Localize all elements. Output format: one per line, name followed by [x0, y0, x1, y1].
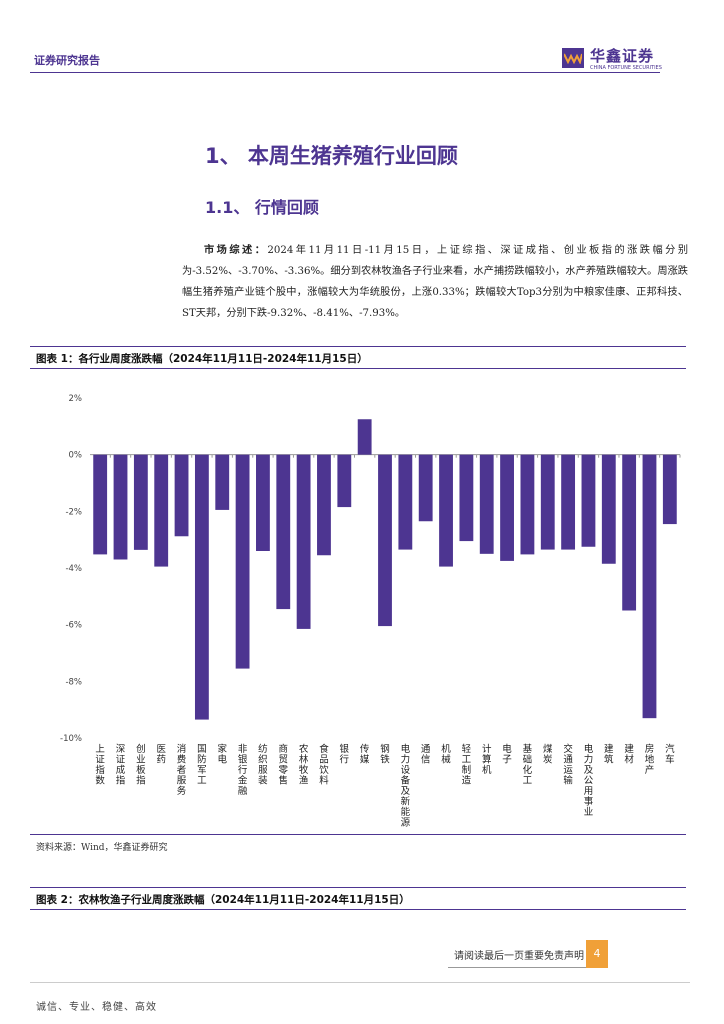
x-category-label: 商贸零售 [279, 743, 289, 787]
header-divider [30, 72, 660, 73]
x-category-label: 深证成指 [116, 744, 126, 787]
x-category-label: 家电 [217, 743, 227, 766]
bar-商贸零售 [276, 454, 291, 610]
figure1-title: 图表 1：各行业周度涨跌幅（2024年11月11日-2024年11月15日） [36, 353, 368, 365]
bar-深证成指 [113, 454, 128, 560]
bar-国防军工 [194, 454, 209, 720]
footer-underline [448, 967, 586, 968]
figure1-source: 资料来源：Wind，华鑫证券研究 [36, 843, 168, 853]
bar-传媒 [357, 419, 372, 455]
x-category-label: 传媒 [360, 743, 370, 766]
figure2-top-rule [30, 887, 686, 888]
bar-煤炭 [540, 454, 555, 550]
x-category-label: 基础化工 [523, 743, 533, 787]
figure1-bottom-rule [30, 834, 686, 835]
bar-基础化工 [520, 454, 535, 555]
bar-钢铁 [378, 454, 392, 627]
bar-建筑 [601, 454, 616, 564]
x-category-label: 煤炭 [543, 743, 553, 766]
bar-纺织服装 [256, 454, 270, 551]
x-category-label: 轻工制造 [462, 743, 472, 787]
bar-上证指数 [93, 454, 108, 555]
summary-lead: 市场综述： [204, 245, 268, 256]
x-category-label: 纺织服装 [258, 743, 268, 787]
footer-motto: 诚信、专业、稳健、高效 [36, 1002, 157, 1013]
x-category-label: 汽车 [665, 743, 675, 766]
y-tick-label: 2% [69, 394, 83, 404]
page-number: 4 [586, 940, 608, 968]
x-category-label: 建材 [624, 743, 634, 766]
bar-电力及公用事业 [581, 454, 596, 547]
bar-消费者服务 [174, 454, 189, 537]
figure1-top-rule [30, 346, 686, 347]
footer-disclaimer[interactable]: 请阅读最后一页重要免责声明 [454, 951, 584, 962]
x-category-label: 交通运输 [563, 743, 573, 787]
x-category-label: 食品饮料 [319, 743, 329, 787]
y-tick-label: -4% [65, 564, 82, 574]
footer-disclaimer-box: 请阅读最后一页重要免责声明 4 [448, 940, 608, 968]
x-category-label: 银行 [340, 743, 350, 766]
x-category-label: 医药 [156, 744, 166, 766]
y-tick-label: -8% [65, 677, 82, 687]
x-category-label: 非银行金融 [238, 743, 248, 797]
bar-医药 [154, 454, 169, 567]
figure2-title-rule [30, 909, 686, 910]
x-category-label: 农林牧渔 [299, 743, 309, 787]
x-category-label: 电子 [502, 743, 512, 766]
bar-交通运输 [561, 454, 576, 550]
bar-通信 [418, 454, 433, 522]
x-category-label: 通信 [421, 744, 431, 766]
y-tick-label: -10% [60, 734, 82, 744]
logo-subtext: CHINA FORTUNE SECURITIES [590, 65, 662, 71]
x-category-label: 上证指数 [95, 744, 105, 787]
report-type-label: 证券研究报告 [34, 54, 100, 67]
x-category-label: 建筑 [604, 743, 614, 766]
bar-银行 [337, 454, 352, 508]
x-category-label: 国防军工 [197, 744, 207, 787]
x-category-label: 计算机 [482, 743, 492, 776]
bar-食品饮料 [317, 454, 331, 556]
bar-电子 [500, 454, 514, 561]
x-category-label: 房地产 [645, 743, 655, 776]
bar-计算机 [479, 454, 494, 554]
market-summary-paragraph: 市场综述：2024年11月11日-11月15日，上证综指、深证成指、创业板指的涨… [182, 240, 688, 324]
subsection-heading: 1.1、 行情回顾 [205, 198, 319, 217]
bar-轻工制造 [459, 454, 474, 542]
footer-divider [30, 982, 690, 983]
x-category-label: 消费者服务 [177, 743, 187, 797]
x-category-label: 电力设备及新能源 [401, 743, 411, 829]
bar-汽车 [662, 454, 677, 525]
figure2-title: 图表 2：农林牧渔子行业周度涨跌幅（2024年11月11日-2024年11月15… [36, 894, 410, 906]
x-category-label: 钢铁 [380, 743, 390, 766]
bar-农林牧渔 [296, 454, 311, 629]
bar-机械 [439, 454, 453, 567]
bar-建材 [622, 454, 637, 611]
bar-家电 [215, 454, 230, 510]
logo-mark-icon [562, 48, 584, 68]
figure1-title-rule [30, 368, 686, 369]
x-category-label: 机械 [441, 743, 451, 766]
section-heading: 1、 本周生猪养殖行业回顾 [205, 144, 458, 168]
y-tick-label: -2% [65, 507, 82, 517]
bar-非银行金融 [235, 454, 250, 669]
logo-text: 华鑫证券 [590, 47, 655, 65]
bar-房地产 [642, 454, 657, 719]
company-logo: 华鑫证券 CHINA FORTUNE SECURITIES [562, 44, 672, 74]
bar-电力设备及新能源 [398, 454, 413, 550]
summary-body: 2024年11月11日-11月15日，上证综指、深证成指、创业板指的涨跌幅分别为… [182, 245, 689, 319]
x-category-label: 创业板指 [136, 743, 146, 787]
y-tick-label: -6% [65, 621, 82, 631]
bar-创业板指 [133, 454, 148, 550]
x-category-label: 电力及公用事业 [584, 743, 594, 818]
y-tick-label: 0% [69, 451, 83, 461]
